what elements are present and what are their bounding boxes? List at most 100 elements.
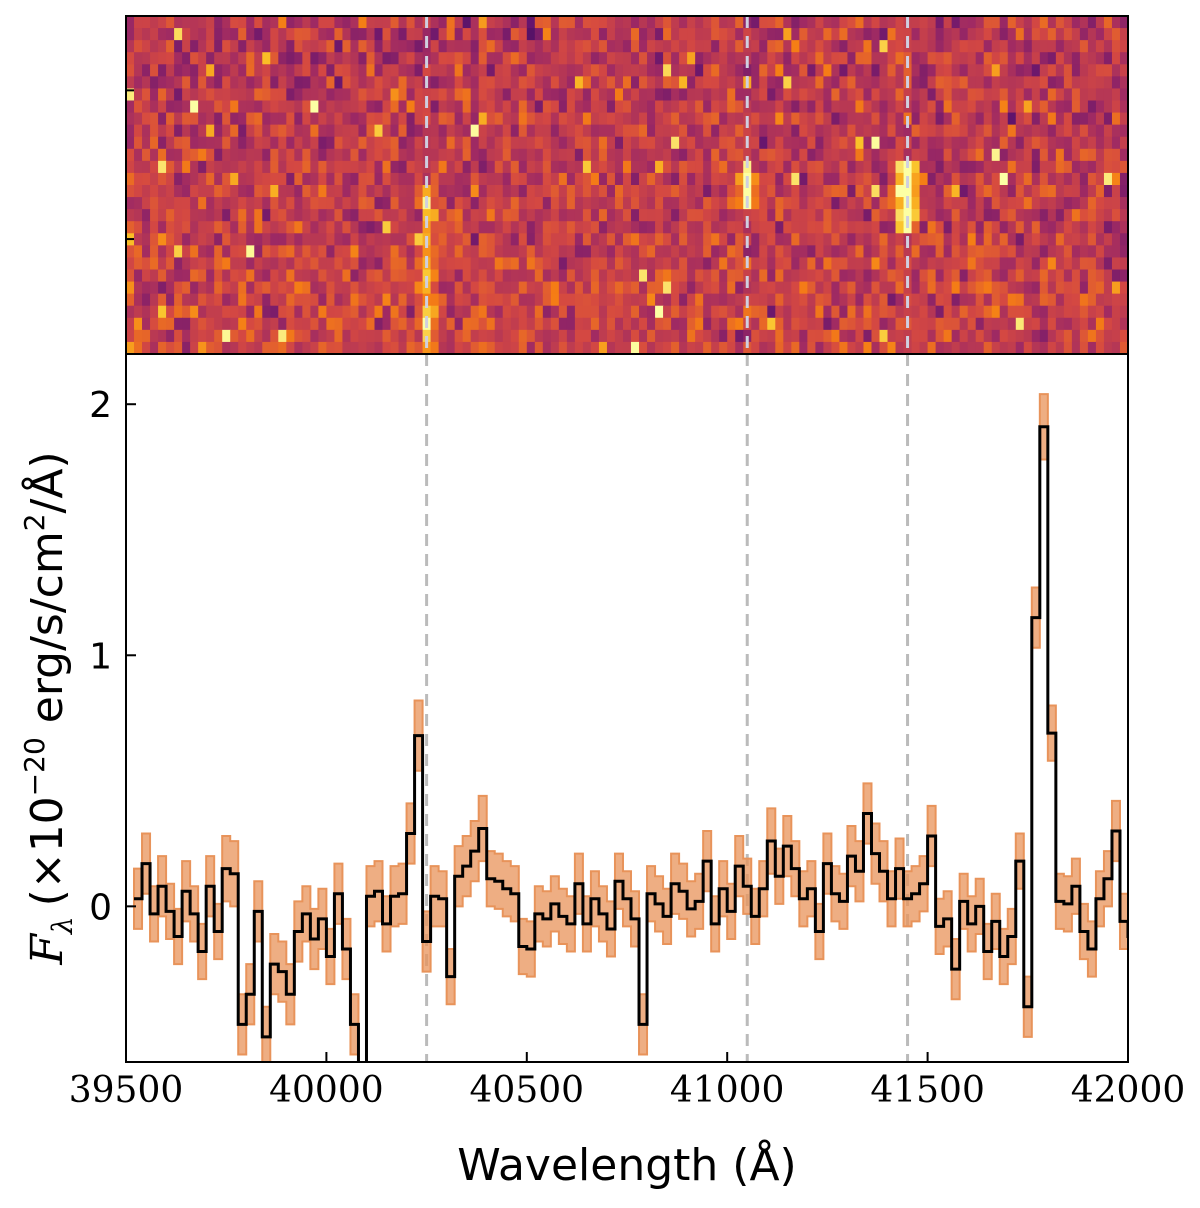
heatmap-cell	[975, 269, 985, 283]
heatmap-cell	[1031, 172, 1041, 186]
heatmap-cell	[550, 185, 560, 198]
heatmap-cell	[606, 197, 616, 210]
heatmap-cell	[550, 172, 560, 186]
heatmap-cell	[735, 124, 744, 138]
heatmap-cell	[855, 245, 865, 259]
heatmap-cell	[863, 76, 873, 90]
heatmap-cell	[222, 88, 231, 102]
heatmap-cell	[775, 100, 784, 114]
heatmap-cell	[1103, 197, 1113, 210]
heatmap-cell	[134, 281, 143, 295]
heatmap-cell	[1007, 52, 1017, 65]
heatmap-cell	[126, 52, 135, 65]
heatmap-cell	[1047, 233, 1057, 246]
heatmap-cell	[879, 197, 889, 210]
heatmap-cell	[1015, 233, 1025, 246]
heatmap-cell	[1095, 293, 1105, 307]
heatmap-cell	[679, 160, 688, 174]
heatmap-cell	[414, 88, 424, 102]
heatmap-cell	[711, 16, 720, 29]
heatmap-cell	[1119, 197, 1129, 210]
heatmap-cell	[719, 317, 728, 331]
heatmap-cell	[1087, 317, 1097, 331]
heatmap-cells	[126, 16, 1129, 355]
heatmap-cell	[1007, 281, 1017, 295]
heatmap-cell	[294, 28, 303, 41]
heatmap-cell	[655, 281, 664, 295]
heatmap-cell	[943, 305, 953, 319]
heatmap-cell	[1071, 40, 1081, 53]
heatmap-cell	[879, 16, 889, 29]
heatmap-cell	[134, 160, 143, 174]
heatmap-cell	[783, 160, 792, 174]
heatmap-cell	[1039, 28, 1049, 41]
heatmap-cell	[286, 281, 295, 295]
heatmap-cell	[406, 52, 416, 65]
heatmap-cell	[158, 76, 167, 90]
heatmap-cell	[238, 100, 247, 114]
heatmap-cell	[1079, 28, 1089, 41]
heatmap-cell	[454, 185, 464, 198]
heatmap-cell	[919, 136, 929, 150]
heatmap-cell	[222, 305, 231, 319]
heatmap-cell	[614, 209, 624, 222]
heatmap-cell	[703, 341, 712, 355]
heatmap-cell	[679, 40, 688, 53]
heatmap-cell	[871, 28, 881, 41]
heatmap-cell	[126, 221, 135, 234]
heatmap-cell	[382, 64, 392, 77]
heatmap-cell	[590, 88, 600, 102]
heatmap-cell	[887, 197, 897, 210]
heatmap-cell	[318, 112, 327, 126]
heatmap-cell	[190, 245, 199, 259]
heatmap-cell	[534, 281, 544, 295]
heatmap-cell	[526, 76, 536, 90]
heatmap-cell	[278, 293, 287, 307]
heatmap-cell	[631, 197, 640, 210]
heatmap-cell	[1031, 197, 1041, 210]
heatmap-cell	[390, 28, 400, 41]
heatmap-cell	[727, 16, 736, 29]
heatmap-cell	[1087, 245, 1097, 259]
heatmap-cell	[486, 329, 496, 343]
heatmap-cell	[310, 124, 319, 138]
heatmap-cell	[582, 100, 592, 114]
heatmap-cell	[262, 40, 271, 53]
heatmap-cell	[566, 329, 576, 343]
heatmap-cell	[406, 112, 416, 126]
heatmap-cell	[326, 64, 336, 77]
heatmap-cell	[991, 136, 1001, 150]
heatmap-cell	[1031, 136, 1041, 150]
heatmap-cell	[999, 269, 1009, 283]
heatmap-cell	[663, 172, 672, 186]
heatmap-cell	[887, 136, 897, 150]
heatmap-cell	[791, 52, 800, 65]
heatmap-cell	[1055, 28, 1065, 41]
heatmap-cell	[1103, 124, 1113, 138]
heatmap-cell	[542, 172, 552, 186]
heatmap-cell	[855, 160, 865, 174]
heatmap-cell	[1031, 148, 1041, 162]
heatmap-cell	[534, 293, 544, 307]
heatmap-cell	[590, 148, 600, 162]
heatmap-cell	[871, 124, 881, 138]
heatmap-cell	[679, 341, 688, 355]
heatmap-cell	[342, 233, 352, 246]
heatmap-cell	[943, 245, 953, 259]
heatmap-cell	[839, 281, 849, 295]
heatmap-cell	[318, 317, 327, 331]
heatmap-cell	[334, 341, 344, 355]
heatmap-cell	[935, 269, 945, 283]
heatmap-cell	[655, 317, 664, 331]
heatmap-cell	[526, 233, 536, 246]
heatmap-cell	[911, 112, 921, 126]
heatmap-cell	[566, 52, 576, 65]
heatmap-cell	[462, 317, 472, 331]
heatmap-cell	[823, 305, 833, 319]
heatmap-cell	[767, 76, 776, 90]
heatmap-cell	[518, 40, 528, 53]
heatmap-cell	[815, 40, 824, 53]
heatmap-cell	[1015, 281, 1025, 295]
heatmap-cell	[406, 329, 416, 343]
